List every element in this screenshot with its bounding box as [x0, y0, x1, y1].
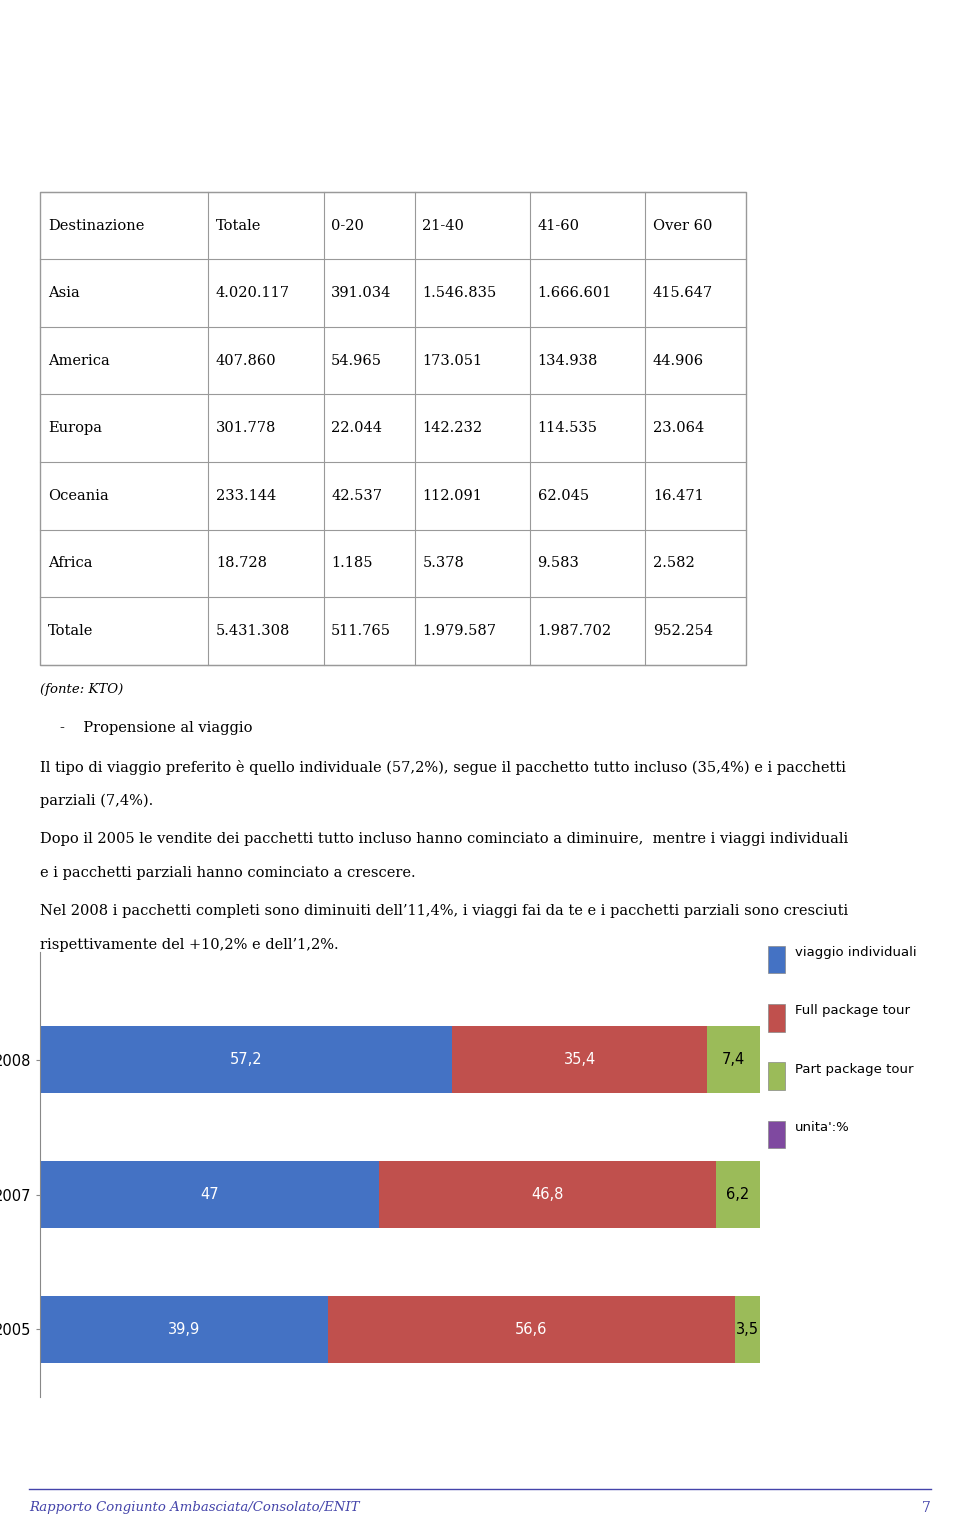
Text: Totale: Totale	[48, 623, 93, 639]
Bar	[735, 1296, 760, 1363]
Text: parziali (7,4%).: parziali (7,4%).	[40, 794, 154, 807]
Text: 41-60: 41-60	[538, 218, 580, 233]
Text: 7,4: 7,4	[722, 1051, 745, 1067]
Text: (fonte: KTO): (fonte: KTO)	[40, 683, 124, 695]
Text: viaggio individuali: viaggio individuali	[795, 946, 917, 959]
Text: 1.666.601: 1.666.601	[538, 286, 612, 301]
Bar	[40, 1296, 327, 1363]
Text: Totale: Totale	[216, 218, 261, 233]
Text: 22.044: 22.044	[331, 421, 382, 436]
Text: 44.906: 44.906	[653, 353, 704, 368]
Text: 952.254: 952.254	[653, 623, 713, 639]
Bar	[707, 1025, 760, 1093]
Text: rispettivamente del +10,2% e dell’1,2%.: rispettivamente del +10,2% e dell’1,2%.	[40, 938, 339, 952]
Text: 407.860: 407.860	[216, 353, 276, 368]
Text: 18.728: 18.728	[216, 556, 267, 571]
Text: unita':%: unita':%	[795, 1121, 850, 1134]
Bar	[716, 1160, 760, 1228]
Text: Full package tour: Full package tour	[795, 1004, 910, 1018]
Text: 2.582: 2.582	[653, 556, 694, 571]
Text: Rapporto Congiunto Ambasciata/Consolato/ENIT: Rapporto Congiunto Ambasciata/Consolato/…	[29, 1501, 359, 1514]
Text: 6,2: 6,2	[727, 1187, 750, 1202]
Bar	[768, 1004, 785, 1032]
Text: 35,4: 35,4	[564, 1051, 596, 1067]
Text: 7: 7	[923, 1501, 931, 1515]
Text: 39,9: 39,9	[168, 1322, 200, 1337]
Text: -    Propensione al viaggio: - Propensione al viaggio	[60, 721, 252, 735]
Bar	[40, 1160, 378, 1228]
Text: 114.535: 114.535	[538, 421, 597, 436]
Text: 5.431.308: 5.431.308	[216, 623, 290, 639]
Bar	[768, 946, 785, 973]
Text: America: America	[48, 353, 109, 368]
Text: 142.232: 142.232	[422, 421, 483, 436]
Text: Il tipo di viaggio preferito è quello individuale (57,2%), segue il pacchetto tu: Il tipo di viaggio preferito è quello in…	[40, 760, 847, 775]
Text: 46,8: 46,8	[531, 1187, 564, 1202]
Text: 21-40: 21-40	[422, 218, 465, 233]
Text: Part package tour: Part package tour	[795, 1062, 913, 1076]
Text: 62.045: 62.045	[538, 488, 588, 503]
Bar	[452, 1025, 707, 1093]
Text: 1.546.835: 1.546.835	[422, 286, 496, 301]
Text: Europa: Europa	[48, 421, 102, 436]
Bar	[327, 1296, 735, 1363]
Bar	[768, 1121, 785, 1148]
Text: 0-20: 0-20	[331, 218, 364, 233]
Text: Grafico 2.  Tipo di viaggio all’estero (fonte: KTO): Grafico 2. Tipo di viaggio all’estero (f…	[40, 987, 419, 1001]
Text: Destinazione: Destinazione	[48, 218, 144, 233]
Text: 511.765: 511.765	[331, 623, 392, 639]
Text: Oceania: Oceania	[48, 488, 108, 503]
Text: 56,6: 56,6	[516, 1322, 547, 1337]
Bar	[378, 1160, 716, 1228]
Bar	[40, 1025, 452, 1093]
Text: Over 60: Over 60	[653, 218, 712, 233]
Text: 42.537: 42.537	[331, 488, 382, 503]
Text: 54.965: 54.965	[331, 353, 382, 368]
Text: 1.185: 1.185	[331, 556, 372, 571]
Text: 9.583: 9.583	[538, 556, 580, 571]
Bar	[40, 192, 746, 665]
Text: 16.471: 16.471	[653, 488, 704, 503]
Text: 5.378: 5.378	[422, 556, 465, 571]
Text: 3,5: 3,5	[736, 1322, 759, 1337]
Text: 134.938: 134.938	[538, 353, 598, 368]
Text: Dopo il 2005 le vendite dei pacchetti tutto incluso hanno cominciato a diminuire: Dopo il 2005 le vendite dei pacchetti tu…	[40, 832, 849, 846]
Bar	[768, 1062, 785, 1090]
Text: 1.979.587: 1.979.587	[422, 623, 496, 639]
Text: e i pacchetti parziali hanno cominciato a crescere.: e i pacchetti parziali hanno cominciato …	[40, 866, 416, 880]
Text: Nel 2008 i pacchetti completi sono diminuiti dell’11,4%, i viaggi fai da te e i : Nel 2008 i pacchetti completi sono dimin…	[40, 904, 849, 918]
Text: Asia: Asia	[48, 286, 80, 301]
Text: 1.987.702: 1.987.702	[538, 623, 612, 639]
Text: 391.034: 391.034	[331, 286, 392, 301]
Text: 173.051: 173.051	[422, 353, 483, 368]
Text: 233.144: 233.144	[216, 488, 276, 503]
Text: 415.647: 415.647	[653, 286, 713, 301]
Text: 301.778: 301.778	[216, 421, 276, 436]
Text: 23.064: 23.064	[653, 421, 704, 436]
Text: Africa: Africa	[48, 556, 92, 571]
Text: 47: 47	[201, 1187, 219, 1202]
Text: 57,2: 57,2	[230, 1051, 262, 1067]
Text: 4.020.117: 4.020.117	[216, 286, 290, 301]
Text: 112.091: 112.091	[422, 488, 482, 503]
